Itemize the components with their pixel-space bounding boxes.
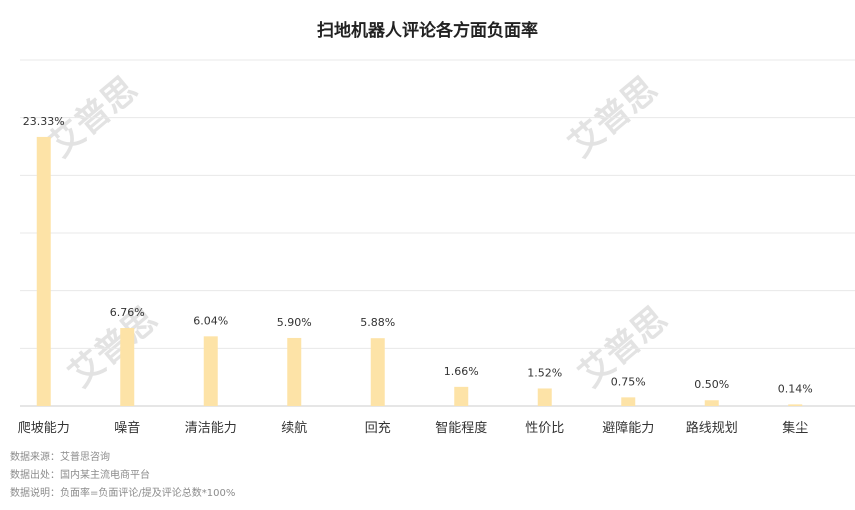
bar-chart: 23.33% 6.76% 6.04% 5.90% 5.88% 1.66% 1.52% 0.75… <box>18 59 855 436</box>
x-tick-label: 智能程度 <box>435 420 487 436</box>
bar <box>120 328 135 406</box>
value-label: 0.14% <box>778 382 813 395</box>
value-label: 23.33% <box>23 115 65 128</box>
value-label: 1.66% <box>444 365 479 378</box>
bar <box>370 338 385 406</box>
grid <box>20 59 855 407</box>
value-labels: 23.33% 6.76% 6.04% 5.90% 5.88% 1.66% 1.52% 0.75… <box>23 115 813 395</box>
chart-title: 扫地机器人评论各方面负面率 <box>317 21 538 41</box>
x-tick-label: 避障能力 <box>602 421 654 436</box>
value-label: 6.04% <box>193 314 228 327</box>
bar <box>704 400 719 406</box>
bars <box>36 136 803 406</box>
value-label: 5.88% <box>360 316 395 329</box>
bar <box>621 397 636 406</box>
bar <box>203 336 218 406</box>
x-tick-label: 噪音 <box>114 420 140 436</box>
value-label: 0.50% <box>694 378 729 391</box>
bar <box>454 386 469 406</box>
x-tick-label: 爬坡能力 <box>18 421 70 436</box>
x-tick-label: 路线规划 <box>686 420 738 436</box>
x-tick-label: 续航 <box>281 420 307 436</box>
note-origin: 数据出处：国内某主流电商平台 <box>10 470 150 481</box>
bar <box>36 136 51 406</box>
bar <box>287 337 302 406</box>
value-label: 0.75% <box>611 375 646 388</box>
x-tick-label: 集尘 <box>782 420 808 436</box>
value-label: 5.90% <box>277 316 312 329</box>
x-axis-ticks: 爬坡能力 噪音 清洁能力 续航 回充 智能程度 性价比 避障能力 路线规划 集尘 <box>18 420 809 436</box>
value-label: 6.76% <box>110 306 145 319</box>
note-explain: 数据说明：负面率=负面评论/提及评论总数*100% <box>10 488 236 499</box>
x-tick-label: 性价比 <box>525 421 564 436</box>
x-tick-label: 回充 <box>365 420 391 436</box>
bar <box>788 404 803 406</box>
bar <box>537 388 552 406</box>
note-source: 数据来源：艾普思咨询 <box>10 452 110 463</box>
x-tick-label: 清洁能力 <box>185 421 237 436</box>
value-label: 1.52% <box>527 366 562 379</box>
footnotes: 数据来源：艾普思咨询 数据出处：国内某主流电商平台 数据说明：负面率=负面评论/… <box>10 449 235 503</box>
